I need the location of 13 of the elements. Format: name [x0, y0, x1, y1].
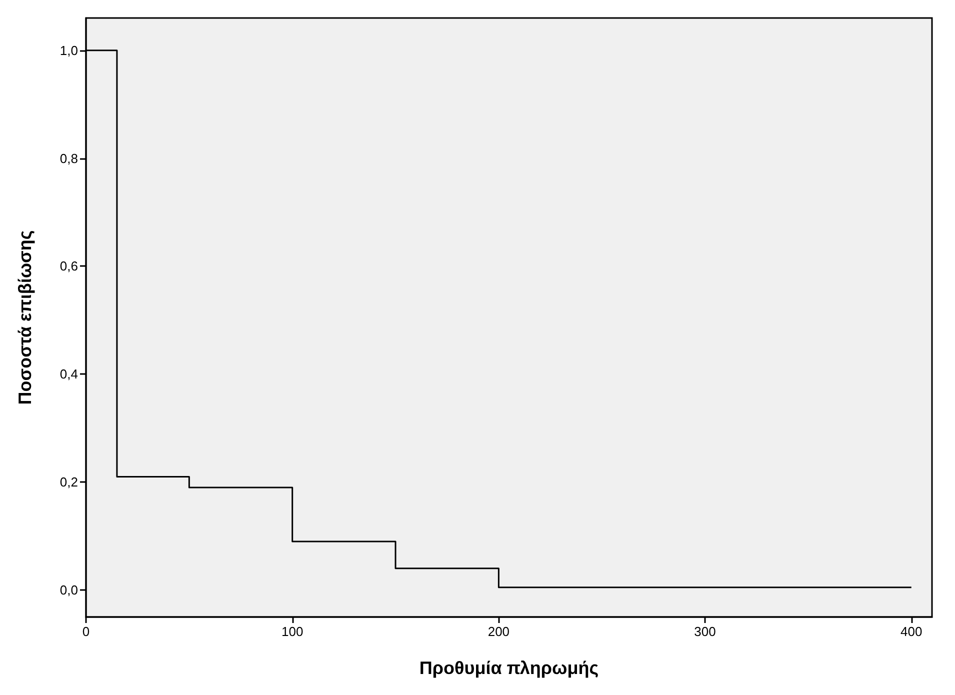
x-tick-label: 200 [488, 624, 510, 639]
x-axis-title: Προθυμία πληρωμής [419, 658, 599, 678]
x-tick-label: 100 [281, 624, 304, 639]
y-tick-label: 1,0 [60, 42, 78, 58]
y-tick-label: 0,8 [60, 150, 78, 166]
y-tick-label: 0,2 [60, 474, 78, 490]
y-tick-label: 0,6 [60, 258, 78, 274]
y-axis-title: Ποσοστά επιβίωσης [15, 230, 35, 405]
x-tick-label: 0 [82, 624, 90, 639]
y-tick-label: 0,4 [60, 366, 78, 382]
x-tick-label: 400 [900, 624, 922, 639]
y-tick-label: 0,0 [60, 582, 78, 598]
x-tick-label: 300 [694, 624, 716, 639]
